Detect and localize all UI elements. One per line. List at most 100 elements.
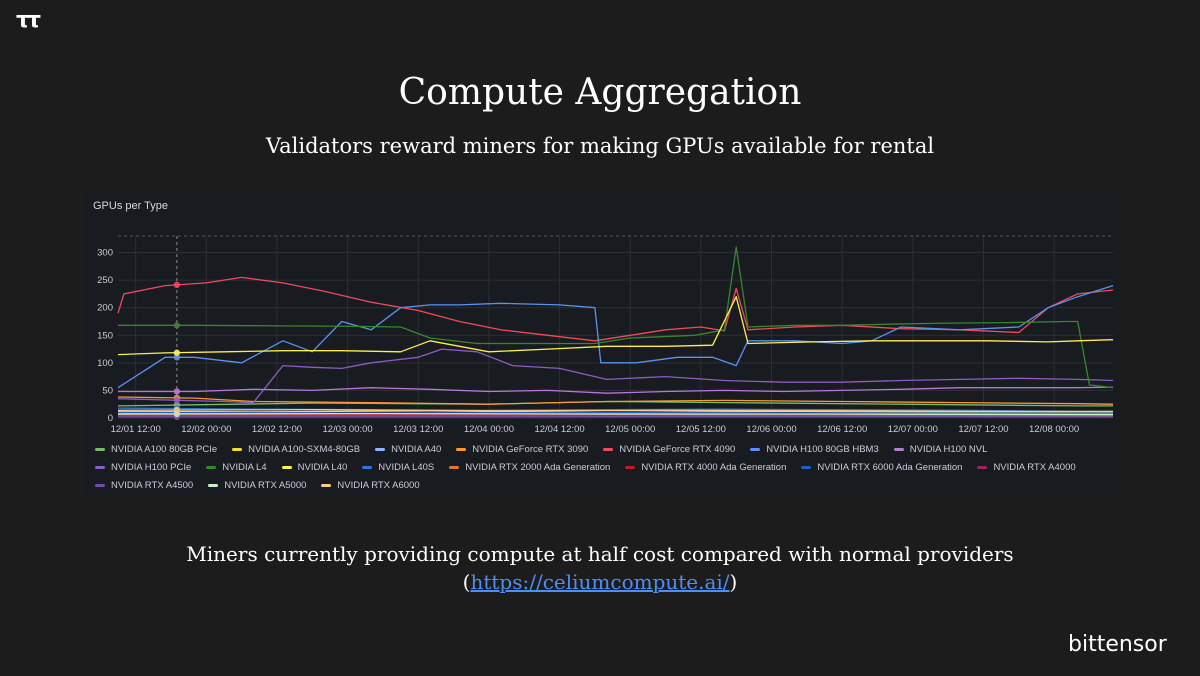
series-line	[117, 296, 1114, 356]
y-tick-label: 300	[97, 248, 113, 259]
legend-label: NVIDIA A40	[391, 443, 442, 455]
x-tick-label: 12/02 00:00	[181, 424, 231, 435]
legend-swatch	[449, 465, 460, 469]
celium-link[interactable]: https://celiumcompute.ai/	[470, 570, 730, 594]
legend-item[interactable]: NVIDIA A100-SXM4-80GB	[232, 442, 360, 456]
legend-swatch	[362, 465, 373, 469]
hover-point	[173, 354, 181, 361]
series-line	[117, 409, 1113, 413]
legend-item[interactable]: NVIDIA H100 NVL	[893, 442, 988, 456]
legend-label: NVIDIA RTX 6000 Ada Generation	[817, 461, 963, 473]
y-tick-label: 150	[97, 330, 113, 341]
legend-swatch	[603, 447, 614, 451]
series-line	[118, 246, 1114, 389]
legend-item[interactable]: NVIDIA RTX A4000	[977, 460, 1076, 474]
legend-item[interactable]: NVIDIA RTX 6000 Ada Generation	[801, 460, 962, 474]
legend-swatch	[208, 483, 219, 487]
legend-label: NVIDIA RTX A4000	[993, 461, 1076, 473]
series-line	[117, 411, 1113, 414]
legend-item[interactable]: NVIDIA RTX A5000	[208, 478, 306, 492]
legend-swatch	[750, 447, 761, 451]
legend-item[interactable]: NVIDIA RTX 4000 Ada Generation	[625, 460, 786, 474]
legend-item[interactable]: NVIDIA GeForce RTX 4090	[603, 442, 735, 456]
footer-text: Miners currently providing compute at ha…	[0, 540, 1200, 596]
legend-label: NVIDIA A100-SXM4-80GB	[248, 443, 361, 455]
legend-swatch	[281, 465, 292, 469]
legend-swatch	[95, 465, 105, 469]
bittensor-logo-mark: ττ	[16, 8, 41, 33]
x-tick-label: 12/05 12:00	[676, 424, 726, 435]
legend-swatch	[801, 465, 812, 469]
x-tick-label: 12/07 12:00	[958, 424, 1008, 435]
slide-title: Compute Aggregation	[398, 72, 802, 113]
legend-item[interactable]: NVIDIA RTX A6000	[321, 478, 420, 492]
x-tick-label: 12/02 12:00	[252, 424, 302, 435]
x-tick-label: 12/04 12:00	[534, 424, 584, 435]
x-tick-label: 12/03 00:00	[323, 424, 373, 435]
legend-label: NVIDIA RTX 2000 Ada Generation	[465, 461, 611, 473]
footer-paren-open: (	[462, 570, 471, 594]
y-tick-label: 250	[97, 275, 113, 286]
x-tick-label: 12/07 00:00	[888, 424, 938, 435]
hover-point	[173, 397, 181, 404]
series-line	[117, 396, 1114, 405]
legend-label: NVIDIA A100 80GB PCIe	[111, 443, 218, 455]
legend-swatch	[95, 483, 105, 487]
legend-item[interactable]: NVIDIA A100 80GB PCIe	[95, 442, 217, 456]
hover-point	[173, 388, 181, 395]
legend-item[interactable]: NVIDIA H100 80GB HBM3	[750, 442, 879, 456]
legend-item[interactable]: NVIDIA L40	[281, 460, 348, 474]
legend-swatch	[456, 447, 467, 451]
legend-label: NVIDIA L4	[222, 461, 267, 473]
legend-label: NVIDIA RTX 4000 Ada Generation	[641, 461, 787, 473]
hover-point	[173, 406, 181, 414]
x-tick-label: 12/01 12:00	[111, 424, 161, 435]
legend-label: NVIDIA RTX A6000	[337, 479, 420, 491]
legend-label: NVIDIA L40S	[378, 461, 435, 473]
footer-paren-close: )	[729, 570, 738, 594]
legend-label: NVIDIA GeForce RTX 4090	[619, 443, 736, 455]
legend-swatch	[375, 447, 386, 451]
series-line	[117, 276, 1114, 342]
series-line	[118, 415, 1114, 418]
chart-legend: NVIDIA A100 80GB PCIe NVIDIA A100-SXM4-80…	[95, 442, 1095, 492]
legend-item[interactable]: NVIDIA A40	[375, 442, 441, 456]
x-tick-label: 12/06 12:00	[817, 424, 867, 435]
legend-swatch	[625, 465, 636, 469]
legend-label: NVIDIA H100 80GB HBM3	[766, 443, 879, 455]
legend-item[interactable]: NVIDIA H100 PCIe	[95, 460, 191, 474]
hover-point	[173, 349, 181, 356]
bittensor-brand: bittensor	[1068, 632, 1167, 657]
footer-line-2: (https://celiumcompute.ai/)	[0, 568, 1200, 596]
hover-point	[173, 281, 181, 289]
y-tick-label: 50	[102, 385, 113, 396]
legend-label: NVIDIA RTX A5000	[224, 479, 307, 491]
legend-label: NVIDIA RTX A4500	[111, 479, 194, 491]
legend-swatch	[321, 483, 332, 487]
chart-panel: 0 50 100 150 200 250 300 12/01 12:00 12/02 00:00…	[83, 192, 1121, 496]
x-tick-label: 12/05 00:00	[605, 424, 655, 435]
chart-svg: 0 50 100 150 200 250 300 12/01 12:00 12/02 00:00…	[97, 235, 1114, 435]
series-line	[117, 284, 1114, 389]
legend-swatch	[95, 447, 105, 451]
legend-swatch	[977, 465, 988, 469]
y-tick-label: 100	[97, 358, 113, 369]
slide-subtitle: Validators reward miners for making GPUs…	[265, 134, 935, 158]
legend-item[interactable]: NVIDIA RTX A4500	[95, 478, 193, 492]
x-tick-label: 12/04 00:00	[464, 424, 514, 435]
footer-line-1: Miners currently providing compute at ha…	[186, 542, 1014, 566]
legend-label: NVIDIA L40	[297, 461, 348, 473]
y-tick-label: 0	[108, 413, 113, 424]
x-tick-label: 12/06 00:00	[746, 424, 796, 435]
legend-item[interactable]: NVIDIA RTX 2000 Ada Generation	[449, 460, 610, 474]
legend-item[interactable]: NVIDIA GeForce RTX 3090	[456, 442, 588, 456]
hover-point	[173, 322, 181, 329]
series-line	[118, 386, 1114, 394]
series-line	[117, 348, 1114, 404]
x-tick-label: 12/08 00:00	[1029, 424, 1079, 435]
legend-item[interactable]: NVIDIA L4	[206, 460, 267, 474]
chart-title: GPUs per Type	[93, 200, 168, 212]
legend-label: NVIDIA H100 NVL	[909, 443, 988, 455]
legend-swatch	[232, 447, 243, 451]
legend-item[interactable]: NVIDIA L40S	[362, 460, 434, 474]
